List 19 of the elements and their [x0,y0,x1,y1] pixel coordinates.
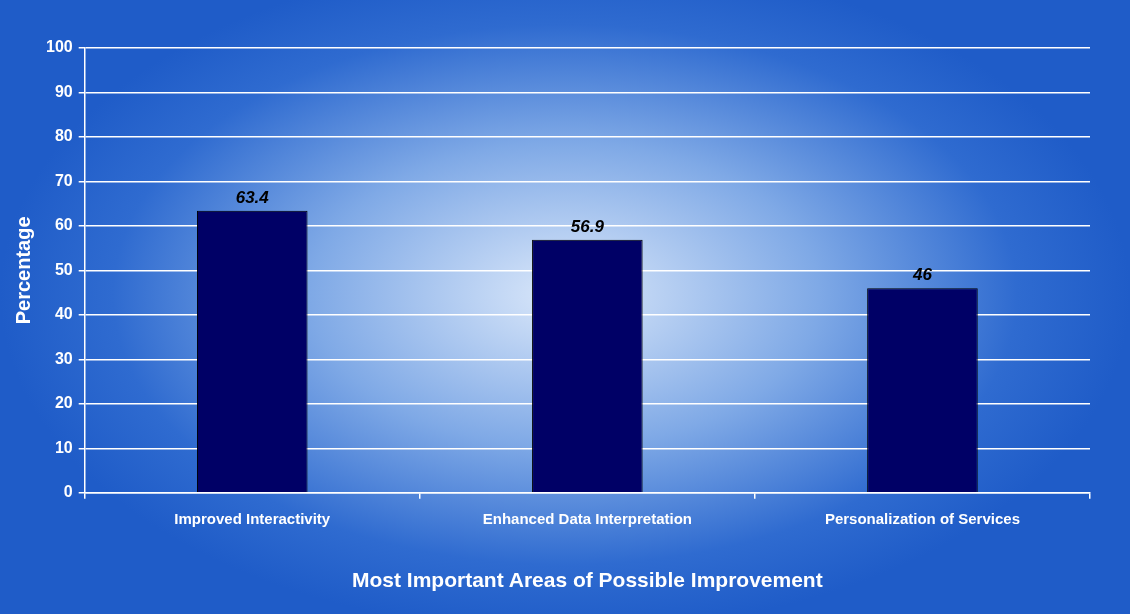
y-axis-title: Percentage [11,216,34,325]
y-tick-label: 100 [45,38,73,56]
y-tick-label: 10 [54,438,73,456]
x-axis-title: Most Important Areas of Possible Improvement [352,568,823,592]
y-tick-label: 40 [54,305,73,323]
y-tick-label: 60 [54,216,73,234]
x-tick-label: Improved Interactivity [174,509,331,527]
data-label: 56.9 [570,216,605,236]
y-tick-label: 50 [54,260,73,278]
x-tick-label: Enhanced Data Interpretation [482,509,692,527]
y-tick-label: 30 [54,349,73,367]
data-label: 63.4 [235,187,270,207]
x-tick-label: Personalization of Services [824,509,1020,527]
y-tick-label: 20 [54,394,73,412]
y-tick-label: 70 [54,171,73,189]
y-tick-label: 0 [63,483,73,501]
y-tick-label: 80 [54,127,73,145]
y-tick-label: 90 [54,82,73,100]
data-label: 46 [911,265,933,285]
